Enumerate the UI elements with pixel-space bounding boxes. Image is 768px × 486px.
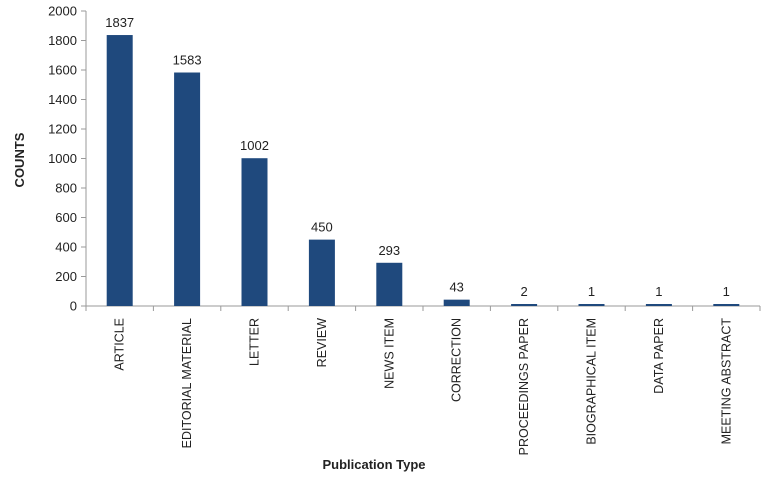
data-label: 43 [449,280,463,295]
category-label: CORRECTION [450,318,464,402]
data-label: 1 [655,284,662,299]
bar [713,304,740,306]
y-tick-label: 200 [55,269,77,284]
bar [578,304,605,306]
bar [106,35,133,306]
y-tick-label: 600 [55,210,77,225]
y-tick-label: 1600 [48,63,77,78]
y-tick-label: 1400 [48,92,77,107]
data-label: 1002 [240,138,269,153]
category-label: DATA PAPER [652,318,666,394]
category-label: NEWS ITEM [382,318,396,389]
y-tick-label: 400 [55,240,77,255]
bars [106,35,740,306]
y-axis: 0 200 400 600 800 1000 1200 1400 1600 1800 2000 [48,4,87,314]
category-label: MEETING ABSTRACT [719,318,733,445]
bar [376,262,403,306]
data-label: 1 [588,284,595,299]
y-tick-label: 1800 [48,33,77,48]
category-label: EDITORIAL MATERIAL [180,318,194,448]
category-labels: ARTICLE EDITORIAL MATERIAL LETTER REVIEW NEW… [113,318,734,456]
category-label: REVIEW [315,318,329,368]
bar [308,239,335,306]
data-labels: 1837 1583 1002 450 293 43 2 1 1 1 [105,15,730,299]
x-axis [85,305,761,311]
data-label: 1837 [105,15,134,30]
data-label: 293 [378,243,400,258]
bar [511,304,538,306]
category-label: BIOGRAPHICAL ITEM [585,318,599,445]
x-axis-title: Publication Type [322,457,425,472]
data-label: 1 [723,284,730,299]
y-tick-label: 1000 [48,151,77,166]
bar [241,158,268,306]
category-label: PROCEEDINGS PAPER [517,318,531,455]
data-label: 2 [520,284,527,299]
data-label: 450 [311,220,333,235]
y-tick-label: 0 [70,299,77,314]
y-tick-label: 2000 [48,4,77,19]
y-axis-title: COUNTS [12,132,27,187]
bar [443,299,470,306]
bar [174,72,201,306]
category-label: ARTICLE [113,318,127,371]
bar [645,304,672,306]
y-tick-label: 800 [55,181,77,196]
data-label: 1583 [173,53,202,68]
category-label: LETTER [248,318,262,366]
y-tick-label: 1200 [48,122,77,137]
